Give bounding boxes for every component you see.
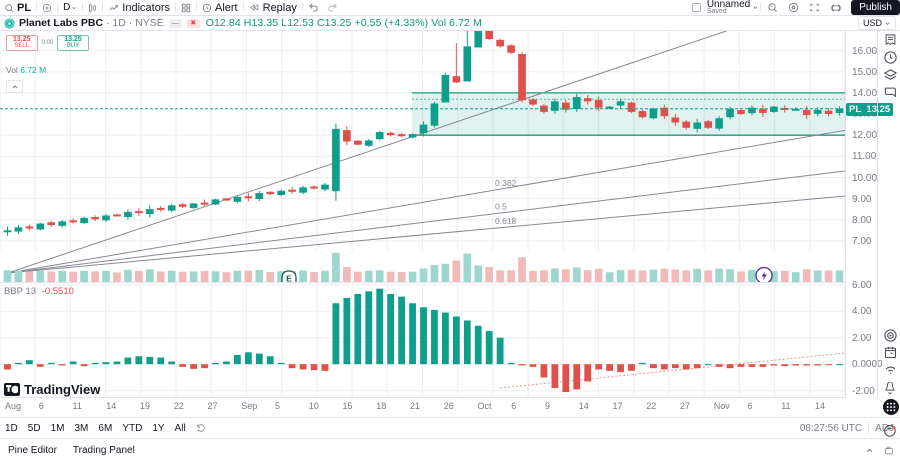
svg-text:0.5: 0.5: [495, 202, 507, 212]
svg-text:0.382: 0.382: [495, 178, 517, 188]
svg-text:E: E: [286, 274, 292, 284]
svg-text:0.618: 0.618: [495, 216, 517, 226]
